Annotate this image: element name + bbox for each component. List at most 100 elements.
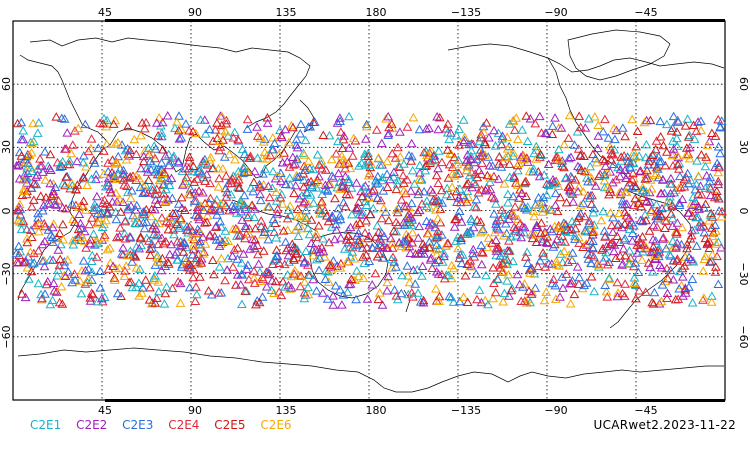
occultation-marker xyxy=(118,243,128,252)
occultation-marker xyxy=(67,140,78,149)
occultation-marker xyxy=(374,249,384,258)
occultation-marker xyxy=(705,210,716,219)
occultation-marker xyxy=(564,278,575,288)
occultation-marker xyxy=(312,149,323,159)
occultation-marker xyxy=(383,128,394,138)
occultation-marker xyxy=(163,175,174,185)
occultation-marker xyxy=(664,249,675,259)
occultation-marker xyxy=(364,160,374,169)
occultation-marker xyxy=(452,169,462,178)
occultation-marker xyxy=(221,192,232,201)
occultation-marker xyxy=(200,154,210,164)
occultation-marker xyxy=(62,128,73,137)
occultation-marker xyxy=(138,156,149,166)
occultation-marker xyxy=(268,256,279,265)
occultation-marker xyxy=(427,263,438,272)
occultation-marker xyxy=(185,265,195,274)
occultation-marker xyxy=(20,292,31,302)
occultation-marker xyxy=(327,171,337,180)
occultation-marker xyxy=(17,289,27,298)
occultation-marker xyxy=(162,110,173,120)
occultation-marker xyxy=(114,231,125,241)
occultation-marker xyxy=(192,224,203,233)
occultation-marker xyxy=(416,245,427,254)
occultation-marker xyxy=(230,223,241,233)
occultation-marker xyxy=(622,152,633,161)
occultation-marker xyxy=(486,192,497,201)
occultation-marker xyxy=(227,200,237,210)
occultation-marker xyxy=(660,223,670,232)
occultation-marker xyxy=(710,262,721,271)
occultation-marker xyxy=(195,272,205,281)
occultation-marker xyxy=(655,131,666,141)
occultation-marker xyxy=(550,178,561,188)
occultation-marker xyxy=(33,245,44,255)
occultation-marker xyxy=(538,192,549,201)
occultation-marker xyxy=(373,153,384,162)
occultation-marker xyxy=(289,188,299,198)
occultation-marker xyxy=(525,268,535,277)
occultation-marker xyxy=(476,259,487,269)
occultation-marker xyxy=(340,157,351,167)
occultation-marker xyxy=(48,255,58,264)
occultation-marker xyxy=(51,200,61,209)
occultation-marker xyxy=(611,174,621,184)
occultation-marker xyxy=(320,180,331,189)
occultation-marker xyxy=(538,248,548,257)
occultation-marker xyxy=(498,266,509,276)
occultation-marker xyxy=(678,291,688,300)
occultation-marker xyxy=(330,193,340,203)
occultation-marker xyxy=(636,239,646,249)
occultation-marker xyxy=(311,232,321,241)
occultation-marker xyxy=(361,134,371,143)
occultation-marker xyxy=(346,183,357,192)
occultation-marker xyxy=(86,134,97,143)
occultation-marker xyxy=(468,177,479,187)
occultation-marker xyxy=(161,184,171,194)
occultation-marker xyxy=(693,212,703,221)
occultation-marker xyxy=(617,260,627,269)
occultation-marker xyxy=(493,274,503,284)
occultation-marker xyxy=(483,299,493,309)
occultation-marker xyxy=(244,153,255,162)
occultation-marker xyxy=(16,151,27,160)
occultation-marker xyxy=(693,189,704,198)
occultation-marker xyxy=(701,170,712,180)
occultation-marker xyxy=(91,169,101,179)
occultation-marker xyxy=(105,184,115,194)
occultation-marker xyxy=(274,149,284,159)
occultation-marker xyxy=(413,233,424,242)
occultation-marker xyxy=(404,277,415,287)
occultation-marker xyxy=(517,125,528,134)
occultation-marker xyxy=(117,140,127,149)
occultation-marker xyxy=(290,242,300,252)
occultation-marker xyxy=(324,260,335,269)
occultation-marker xyxy=(442,127,453,137)
occultation-marker xyxy=(620,250,631,260)
occultation-marker xyxy=(25,247,36,256)
occultation-marker xyxy=(164,160,174,170)
occultation-marker xyxy=(614,187,625,197)
occultation-marker xyxy=(612,231,623,240)
occultation-marker xyxy=(506,232,516,241)
occultation-marker xyxy=(661,216,672,225)
occultation-marker xyxy=(531,141,542,151)
occultation-marker xyxy=(82,180,92,189)
occultation-marker xyxy=(696,116,706,125)
occultation-marker xyxy=(600,252,611,262)
occultation-marker xyxy=(176,262,187,271)
occultation-marker xyxy=(256,216,267,225)
occultation-marker xyxy=(236,195,246,205)
occultation-marker xyxy=(386,233,396,243)
occultation-marker xyxy=(431,244,442,254)
occultation-marker xyxy=(490,287,501,297)
occultation-marker xyxy=(548,177,559,187)
occultation-marker xyxy=(134,291,145,300)
occultation-marker xyxy=(563,257,573,266)
occultation-marker xyxy=(624,224,635,234)
occultation-marker xyxy=(554,222,564,231)
occultation-marker xyxy=(51,287,62,296)
occultation-marker xyxy=(517,221,528,231)
occultation-marker xyxy=(433,226,443,236)
occultation-marker xyxy=(22,162,33,172)
